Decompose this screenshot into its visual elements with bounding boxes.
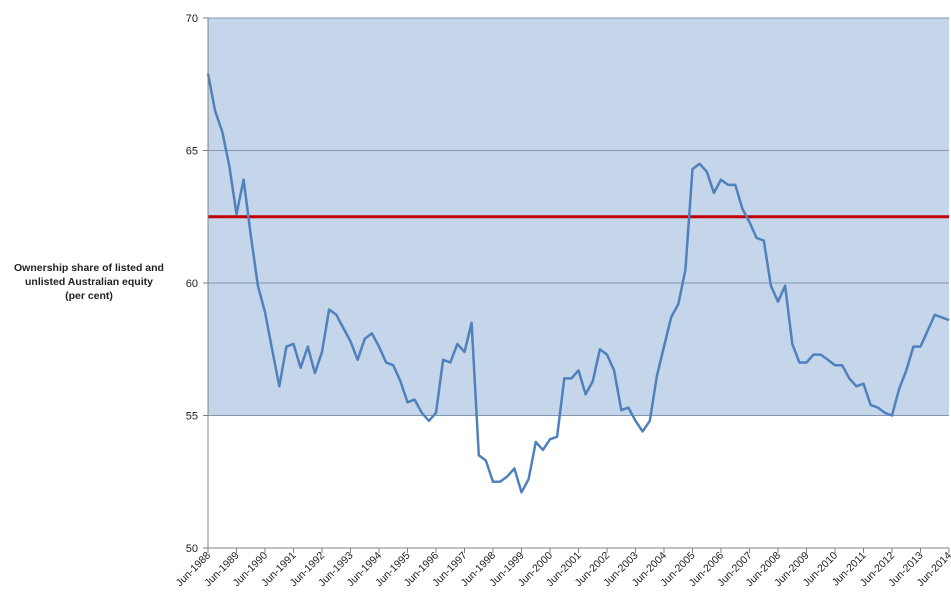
y-tick-label-60: 60 (186, 278, 198, 290)
y-tick-labels: 50 55 60 65 70 (186, 13, 198, 555)
y-axis-label: Ownership share of listed and unlisted A… (4, 261, 174, 303)
y-axis-label-line-2: unlisted Australian equity (25, 276, 153, 288)
y-tick-label-70: 70 (186, 13, 198, 25)
axes-layer (203, 17, 950, 553)
series-line-0 (206, 73, 950, 494)
y-tick-label-55: 55 (186, 411, 198, 423)
y-tick-label-65: 65 (186, 146, 198, 158)
x-tick-labels: Jun-1988Jun-1989Jun-1990Jun-1991Jun-1992… (174, 550, 951, 590)
gridlines-layer (208, 17, 949, 416)
y-axis-label-line-3: (per cent) (65, 290, 113, 302)
y-tick-label-50: 50 (186, 543, 198, 555)
y-axis-label-line-1: Ownership share of listed and (14, 262, 164, 274)
series-layer (206, 73, 950, 494)
